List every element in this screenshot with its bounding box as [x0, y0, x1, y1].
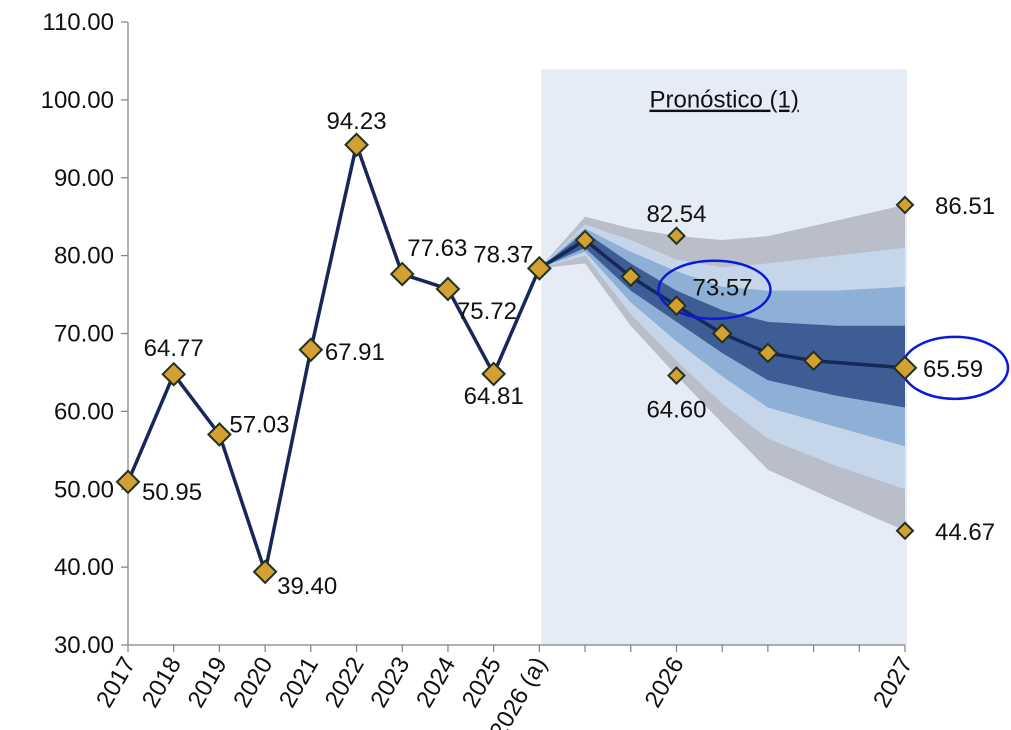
lower-bound-point: [667, 366, 686, 385]
x-tick-label: 2019: [183, 653, 233, 713]
upper-bound-label: 82.54: [646, 201, 706, 228]
historical-point: [389, 261, 415, 287]
y-tick-label: 80.00: [54, 243, 114, 270]
lower-bound-label: 64.60: [646, 397, 706, 424]
y-tick-label: 50.00: [54, 476, 114, 503]
historical-point: [344, 132, 369, 158]
forecast-central-point: [757, 342, 779, 364]
y-tick-label: 100.00: [41, 87, 114, 114]
historical-data-label: 78.37: [473, 241, 533, 268]
lower-bound-label: 44.67: [935, 519, 995, 546]
forecast-central-point: [711, 323, 733, 344]
historical-point: [526, 255, 552, 281]
y-tick-label: 70.00: [54, 321, 114, 348]
x-tick-label: 2020: [228, 653, 278, 713]
forecast-central-point: [666, 295, 687, 317]
y-tick-label: 90.00: [54, 165, 114, 192]
x-tick-label: 2027: [868, 653, 918, 713]
historical-point: [161, 361, 187, 387]
forecast-central-point: [620, 266, 642, 288]
upper-bound-point: [667, 226, 686, 246]
central-label: 65.59: [923, 356, 983, 383]
historical-data-label: 39.40: [277, 573, 337, 600]
historical-point: [206, 422, 232, 447]
y-tick-label: 40.00: [54, 554, 114, 581]
x-tick-label: 2018: [137, 653, 187, 713]
historical-data-label: 50.95: [142, 479, 202, 506]
historical-data-label: 75.72: [457, 298, 517, 325]
historical-data-label: 64.77: [144, 335, 204, 362]
forecast-central-point: [574, 229, 596, 251]
upper-bound-point: [895, 195, 915, 215]
historical-line: [126, 143, 541, 574]
x-tick-label: 2022: [320, 653, 370, 713]
x-axis-ticks: 2017201820192020202120222023202420252026…: [91, 645, 918, 730]
historical-point: [252, 559, 278, 585]
upper-bound-label: 86.51: [935, 193, 995, 220]
forecast-central-point: [892, 355, 918, 381]
y-axis-ticks: 30.00 40.00 50.00 60.00 70.00 80.00 90.00 100.0…: [41, 9, 128, 659]
historical-data-label: 57.03: [229, 412, 289, 439]
forecast-central-point: [803, 350, 825, 372]
x-tick-label: 2024: [411, 653, 461, 713]
x-tick-label: 2017: [91, 653, 141, 713]
x-tick-label: 2026: [640, 653, 690, 713]
lower-bound-point: [895, 521, 915, 541]
x-tick-label: 2021: [274, 653, 324, 713]
historical-data-label: 77.63: [407, 235, 467, 262]
historical-data-label: 64.81: [464, 383, 524, 410]
central-label: 73.57: [692, 275, 752, 302]
historical-data-label: 94.23: [326, 108, 386, 135]
y-tick-label: 60.00: [54, 398, 114, 425]
historical-point: [115, 469, 141, 495]
historical-point: [435, 276, 461, 302]
historical-data-label: 67.91: [325, 339, 385, 366]
historical-point: [481, 361, 507, 387]
historical-point: [298, 337, 324, 363]
data-markers: [115, 132, 918, 585]
x-tick-label: 2023: [365, 653, 415, 713]
highlight-ellipse: [657, 259, 772, 320]
data-labels: 50.95 64.77 57.03 39.40 67.91 94.23 77.63 75.72…: [142, 108, 995, 600]
y-tick-label: 110.00: [42, 9, 114, 36]
forecast-title: Pronóstico (1): [649, 87, 798, 114]
y-tick-label: 30.00: [54, 632, 114, 659]
